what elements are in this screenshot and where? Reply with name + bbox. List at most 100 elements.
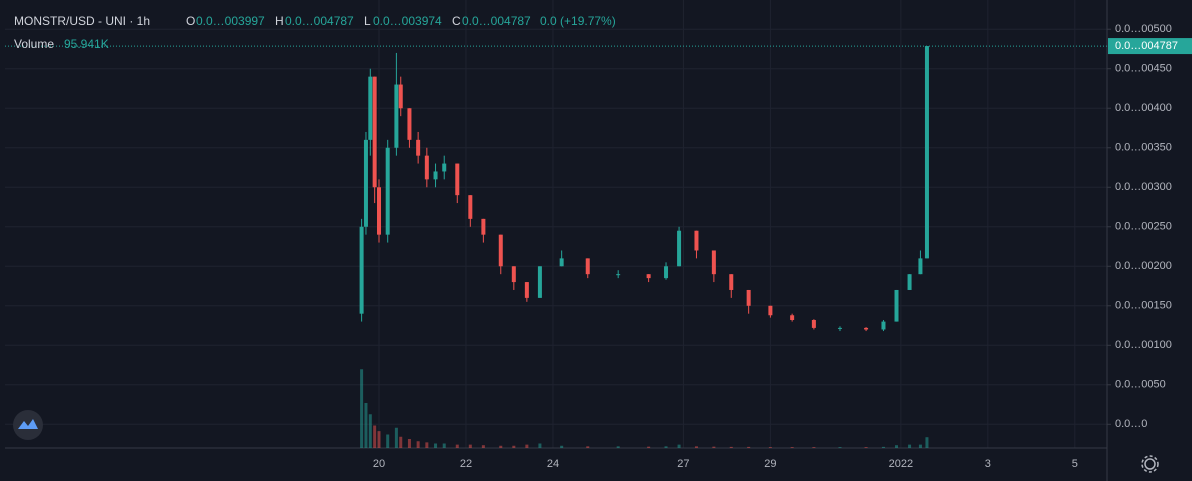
y-tick-label: 0.0…00300 (1115, 181, 1172, 193)
candle-body (394, 84, 399, 148)
volume-bar (377, 431, 381, 448)
volume-bar (918, 444, 922, 448)
candle-body (559, 258, 564, 267)
y-tick-label: 0.0…00350 (1115, 142, 1172, 154)
candle-body (416, 139, 421, 156)
ohlc-key: L (364, 14, 371, 28)
volume-bar (712, 446, 716, 448)
ohlc-value: 0.0…004787 (462, 14, 531, 28)
y-tick-label: 0.0…00200 (1115, 260, 1172, 272)
candle-body (881, 321, 886, 330)
candle-body (894, 289, 899, 322)
candle-body (585, 258, 590, 275)
candle-body (481, 218, 486, 235)
candle-body (768, 305, 773, 316)
candle-body (398, 84, 403, 109)
candle-body (646, 274, 651, 279)
volume-bar (364, 403, 368, 448)
volume-bar (538, 443, 542, 448)
symbol-title: MONSTR/USD - UNI · 1h (14, 14, 150, 28)
candle-body (664, 266, 669, 279)
x-tick-label: 20 (373, 458, 385, 470)
volume-bar (647, 446, 651, 448)
volume-bar (812, 447, 816, 448)
candle-body (372, 76, 377, 188)
volume-bar (664, 446, 668, 448)
volume-bar (895, 445, 899, 448)
volume-bar (616, 446, 620, 448)
x-tick-label: 22 (460, 458, 472, 470)
candle-body (924, 46, 929, 259)
volume-bar (694, 446, 698, 448)
volume-bar (416, 441, 420, 448)
ohlc-key: O (186, 14, 195, 28)
x-tick-label: 29 (764, 458, 776, 470)
candle-body (455, 163, 460, 196)
volume-value: 95.941K (64, 37, 109, 51)
candle-body (363, 139, 368, 227)
candle-body (433, 171, 438, 180)
volume-bar (586, 446, 590, 448)
candle-body (677, 230, 682, 267)
ohlc-change: 0.0 (+19.77%) (540, 14, 616, 28)
candle-body (907, 274, 912, 290)
volume-bar (908, 444, 912, 448)
candle-body (511, 266, 516, 283)
x-tick-label: 2022 (889, 458, 913, 470)
ohlc-value: 0.0…003997 (196, 14, 265, 28)
y-tick-label: 0.0…00100 (1115, 339, 1172, 351)
volume-bar (790, 447, 794, 448)
volume-bar (925, 437, 929, 448)
y-tick-label: 0.0…00400 (1115, 102, 1172, 114)
y-tick-label: 0.0…00450 (1115, 63, 1172, 75)
candle-body (616, 274, 621, 276)
y-tick-label: 0.0…0 (1115, 418, 1147, 430)
x-tick-label: 24 (547, 458, 559, 470)
volume-bar (512, 445, 516, 448)
volume-bar (677, 444, 681, 448)
candle-body (746, 289, 751, 306)
candle-body (359, 226, 364, 314)
y-tick-label: 0.0…00150 (1115, 300, 1172, 312)
volume-bar (768, 447, 772, 448)
volume-bar (881, 446, 885, 448)
last-price-label: 0.0…004787 (1115, 40, 1178, 52)
volume-bar (560, 445, 564, 448)
volume-bar (481, 445, 485, 448)
volume-bar (747, 446, 751, 448)
candle-body (694, 230, 699, 251)
candle-body (498, 234, 503, 267)
candle-body (918, 258, 923, 275)
settings-gear[interactable] (1141, 455, 1159, 473)
volume-bar (399, 436, 403, 448)
candle-body (811, 320, 816, 328)
volume-bar (442, 443, 446, 448)
volume-bar (360, 369, 364, 448)
candle-body (729, 274, 734, 290)
volume-bar (434, 443, 438, 448)
volume-bar (499, 445, 503, 448)
last-price-badge (1108, 38, 1192, 55)
candle-body (537, 266, 542, 298)
y-tick-label: 0.0…0050 (1115, 379, 1166, 391)
x-tick-label: 27 (677, 458, 689, 470)
candle-body (424, 155, 429, 180)
candle-body (790, 315, 795, 320)
ohlc-value: 0.0…003974 (373, 14, 442, 28)
candle-body (864, 327, 869, 330)
y-tick-label: 0.0…00250 (1115, 221, 1172, 233)
ohlc-key: H (275, 14, 284, 28)
volume-bar (386, 434, 390, 448)
volume-bar (729, 446, 733, 448)
logo[interactable] (13, 410, 43, 440)
candle-body (711, 250, 716, 275)
candle-body (442, 163, 447, 172)
candle-body (407, 108, 412, 140)
volume-bar (864, 447, 868, 448)
candle-body (368, 76, 373, 140)
ohlc-value: 0.0…004787 (285, 14, 354, 28)
volume-bar (525, 444, 529, 448)
volume-bar (368, 414, 372, 448)
volume-bar (407, 439, 411, 448)
